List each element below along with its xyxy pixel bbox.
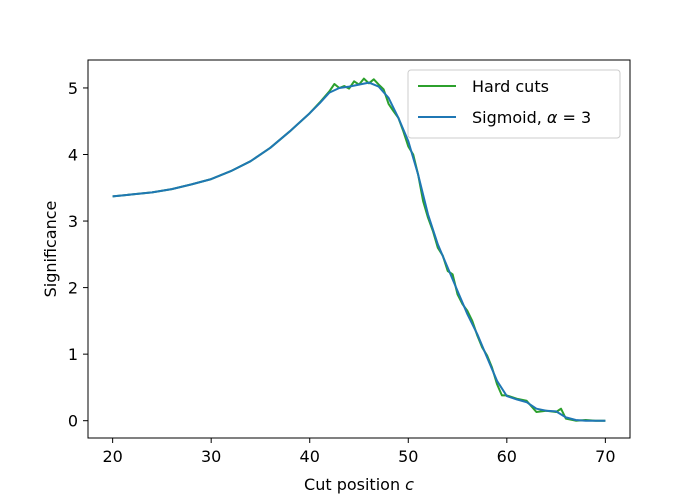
- legend: Hard cuts Sigmoid, α = 3: [407, 69, 621, 139]
- y-axis: 0 1 2 3 4 5: [68, 79, 88, 431]
- y-tick-label: 3: [68, 212, 78, 231]
- x-tick-label: 50: [398, 447, 418, 466]
- x-tick-label: 40: [300, 447, 320, 466]
- x-tick-label: 20: [102, 447, 122, 466]
- series-lines: [112, 77, 606, 422]
- x-tick-label: 30: [201, 447, 221, 466]
- y-tick-label: 1: [68, 345, 78, 364]
- y-tick-label: 5: [68, 79, 78, 98]
- x-tick-label: 70: [595, 447, 615, 466]
- y-tick-label: 0: [68, 412, 78, 431]
- legend-box: [407, 69, 621, 139]
- plot-frame: [87, 59, 631, 439]
- legend-label-sigmoid: Sigmoid, α = 3: [472, 108, 591, 127]
- x-axis-label: Cut position c: [304, 475, 414, 494]
- y-tick-label: 2: [68, 279, 78, 298]
- x-axis: 20 30 40 50 60 70: [102, 438, 616, 466]
- x-tick-label: 60: [497, 447, 517, 466]
- legend-label-hard-cuts: Hard cuts: [472, 77, 549, 96]
- series-line-1: [112, 81, 606, 422]
- y-axis-label: Significance: [41, 201, 60, 298]
- y-tick-label: 4: [68, 146, 78, 165]
